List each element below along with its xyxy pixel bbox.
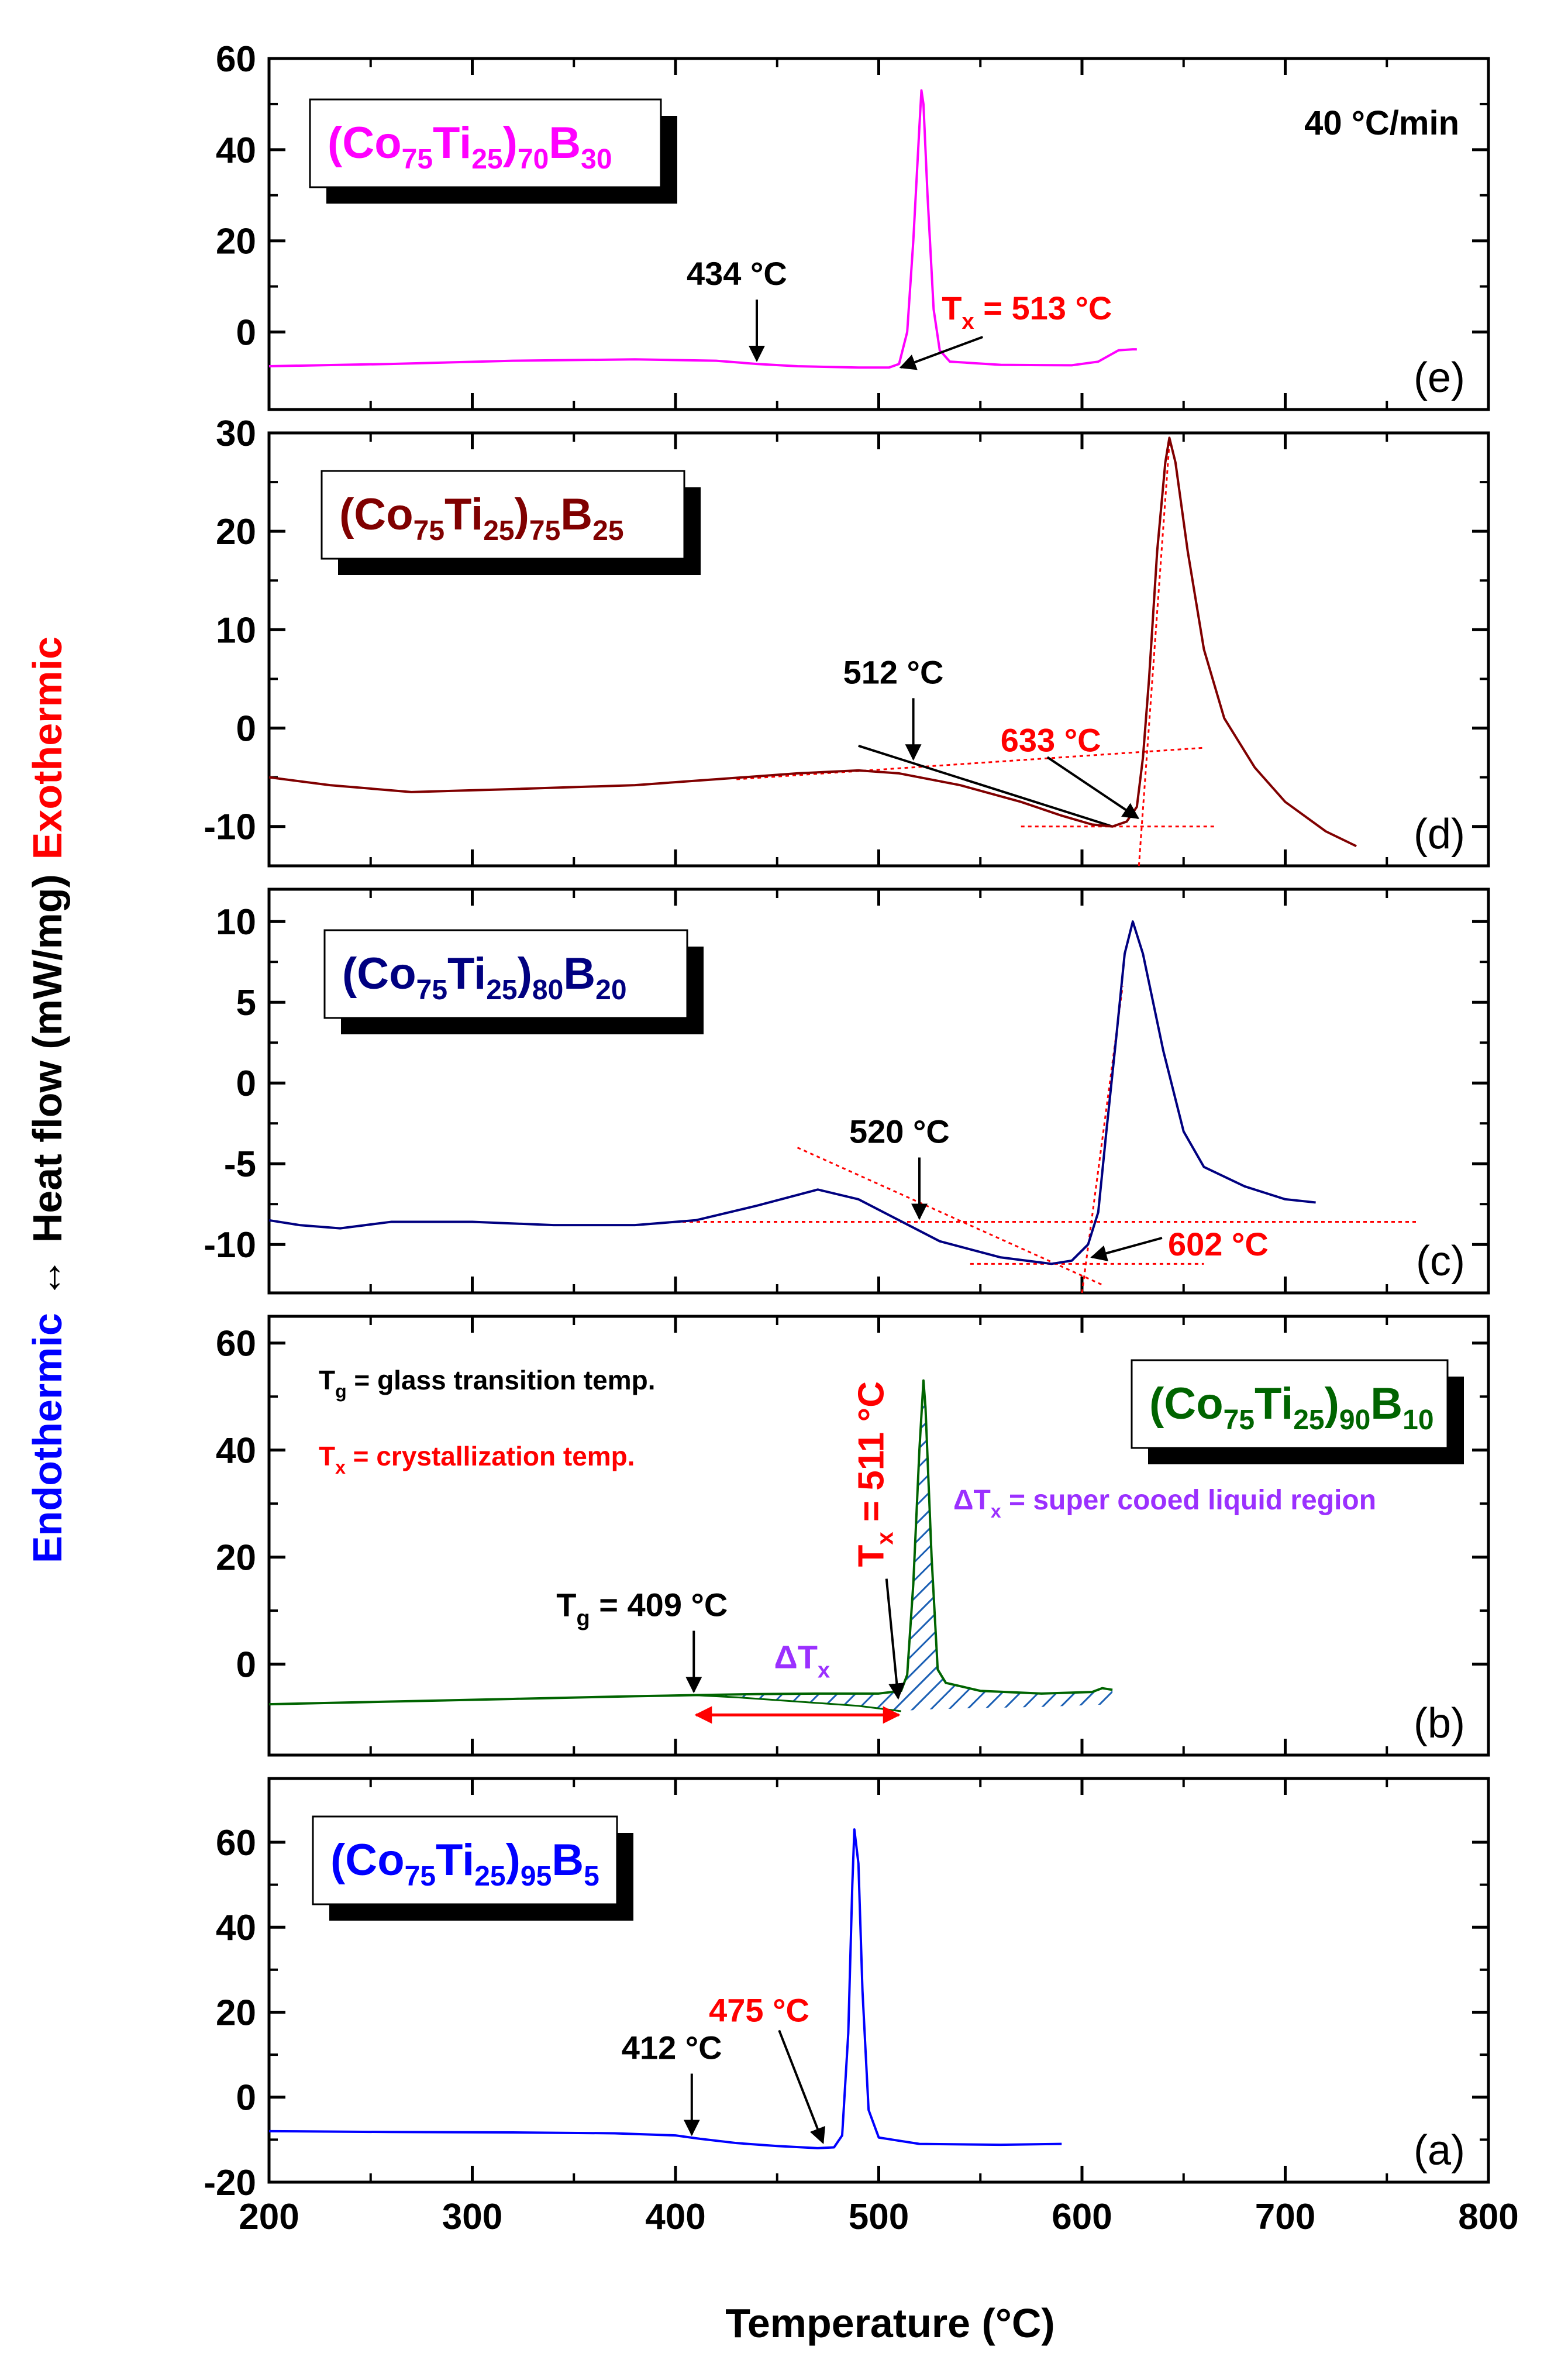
panel-label: (c) bbox=[1416, 1238, 1465, 1285]
dsc-curve-c bbox=[268, 920, 1316, 1265]
dsc-curve-a bbox=[268, 1828, 1062, 2149]
heating-rate-label: 40 °C/min bbox=[1304, 104, 1459, 142]
legend-formula: (Co75Ti25)90B10 bbox=[1149, 1379, 1434, 1436]
legend-formula: (Co75Ti25)95B5 bbox=[330, 1835, 599, 1892]
tx-arrow bbox=[1046, 756, 1140, 819]
dtx-label: ΔTx bbox=[774, 1638, 830, 1683]
y-tick-label: 10 bbox=[216, 610, 256, 651]
panel-label: (a) bbox=[1414, 2127, 1465, 2174]
y-tick-label: 20 bbox=[216, 222, 256, 262]
tx-arrow bbox=[778, 2029, 826, 2145]
y-tick-label: -10 bbox=[204, 1225, 256, 1265]
legend-a: (Co75Ti25)95B5 bbox=[312, 1815, 633, 1921]
x-tick-label: 300 bbox=[442, 2197, 502, 2237]
legend-box bbox=[312, 1815, 618, 1905]
x-axis-title: Temperature (°C) bbox=[725, 2300, 1054, 2346]
tx-label: 602 °C bbox=[1168, 1226, 1269, 1262]
x-tick-label: 700 bbox=[1255, 2197, 1315, 2237]
y-tick-label: 20 bbox=[216, 1538, 256, 1578]
heat-flow-label: Heat flow (mW/mg) bbox=[25, 874, 70, 1243]
panel-a: -20 0 20 40 60 200 300 400 500 600 700 800 (Co75Ti25… bbox=[204, 1777, 1519, 2237]
legend-box bbox=[321, 470, 685, 560]
y-tick-label: 0 bbox=[236, 709, 256, 749]
x-tick-label: 800 bbox=[1458, 2197, 1518, 2237]
dsc-curve-e bbox=[268, 89, 1137, 369]
legend-box bbox=[323, 929, 688, 1019]
tx-arrow bbox=[885, 1578, 905, 1700]
tangent-line bbox=[858, 744, 1113, 828]
y-tick-label: 20 bbox=[216, 512, 256, 552]
legend-b: (Co75Ti25)90B10 bbox=[1131, 1359, 1464, 1464]
tx-arrow bbox=[899, 336, 983, 370]
double-arrow-icon: ↔ bbox=[25, 1257, 70, 1298]
y-tick-label: 30 bbox=[216, 414, 256, 454]
legend-c: (Co75Ti25)80B20 bbox=[323, 929, 704, 1034]
y-axis-title: Endothermic ↔ Heat flow (mW/mg) Exothermic bbox=[25, 637, 70, 1563]
legend-d: (Co75Ti25)75B25 bbox=[321, 470, 701, 575]
tx-label: Tx = 511 °C bbox=[852, 1381, 898, 1567]
panel-c: -10 -5 0 5 10 (Co75Ti25)80B20 (c) 520 °C 602 °C bbox=[204, 887, 1490, 1295]
y-tick-label: 0 bbox=[236, 1645, 256, 1685]
y-tick-label: -20 bbox=[204, 2163, 256, 2203]
y-tick-label: 40 bbox=[216, 1908, 256, 1948]
legend-formula: (Co75Ti25)80B20 bbox=[342, 949, 627, 1006]
legend-e: (Co75Ti25)70B30 bbox=[309, 98, 677, 204]
y-tick-label: 60 bbox=[216, 1823, 256, 1863]
y-tick-label: 0 bbox=[236, 313, 256, 353]
x-tick-label: 500 bbox=[849, 2197, 909, 2237]
y-tick-label: 10 bbox=[216, 902, 256, 942]
panel-e: 0 20 40 60 (Co75Ti25)70B30 (e) 434 °C Tx = 513 … bbox=[216, 39, 1490, 411]
tg-definition: Tg = glass transition temp. bbox=[319, 1365, 656, 1402]
y-tick-label: 40 bbox=[216, 130, 256, 171]
panel-label: (b) bbox=[1414, 1700, 1465, 1747]
legend-box bbox=[309, 98, 662, 188]
x-tick-label: 600 bbox=[1052, 2197, 1112, 2237]
y-tick-label: 60 bbox=[216, 1324, 256, 1364]
y-tick-label: -10 bbox=[204, 807, 256, 848]
dtx-definition: ΔTx = super cooed liquid region bbox=[953, 1485, 1376, 1522]
panel-label: (d) bbox=[1414, 811, 1465, 858]
tx-label: 475 °C bbox=[709, 1991, 809, 2028]
panel-label: (e) bbox=[1414, 355, 1465, 401]
y-tick-label: 5 bbox=[236, 983, 256, 1023]
tg-label: Tg = 409 °C bbox=[556, 1587, 728, 1631]
tg-label: 412 °C bbox=[622, 2029, 722, 2066]
legend-formula: (Co75Ti25)75B25 bbox=[339, 490, 624, 546]
exothermic-label: Exothermic bbox=[25, 637, 70, 859]
y-tick-label: 0 bbox=[236, 2078, 256, 2118]
tx-arrow bbox=[1090, 1237, 1163, 1261]
y-tick-label: 0 bbox=[236, 1064, 256, 1104]
y-tick-label: 60 bbox=[216, 39, 256, 80]
tg-label: 520 °C bbox=[849, 1113, 950, 1150]
tg-label: 434 °C bbox=[687, 255, 787, 292]
tx-label: Tx = 513 °C bbox=[942, 290, 1112, 334]
svg-text:Endothermic↔Heat flow (mW/mg)E: Endothermic ↔ Heat flow (mW/mg) Exothermic bbox=[25, 637, 70, 1563]
panel-d: -10 0 10 20 30 (Co75Ti25)75B25 (d) 512 °C 633 °C bbox=[204, 414, 1490, 868]
x-tick-label: 400 bbox=[645, 2197, 705, 2237]
y-tick-label: 20 bbox=[216, 1993, 256, 2033]
panel-b: 0 20 40 60 (Co75Ti25)90B10 (b) Tg = 409 °C Tx =… bbox=[216, 1315, 1490, 1757]
legend-box bbox=[1131, 1359, 1449, 1449]
tg-label: 512 °C bbox=[843, 653, 944, 690]
tangent-dotted bbox=[736, 746, 1204, 780]
tangent-dotted bbox=[1138, 442, 1170, 866]
y-tick-label: -5 bbox=[224, 1144, 256, 1185]
legend-formula: (Co75Ti25)70B30 bbox=[328, 118, 612, 175]
y-tick-label: 40 bbox=[216, 1431, 256, 1471]
dsc-curve-b bbox=[268, 1379, 1113, 1706]
tx-definition: Tx = crystallization temp. bbox=[319, 1441, 635, 1478]
x-tick-label: 200 bbox=[239, 2197, 299, 2237]
tx-label: 633 °C bbox=[1001, 721, 1101, 758]
crystallization-hatch bbox=[901, 1380, 1113, 1711]
endothermic-label: Endothermic bbox=[25, 1313, 70, 1563]
dsc-curve-d bbox=[268, 436, 1357, 848]
